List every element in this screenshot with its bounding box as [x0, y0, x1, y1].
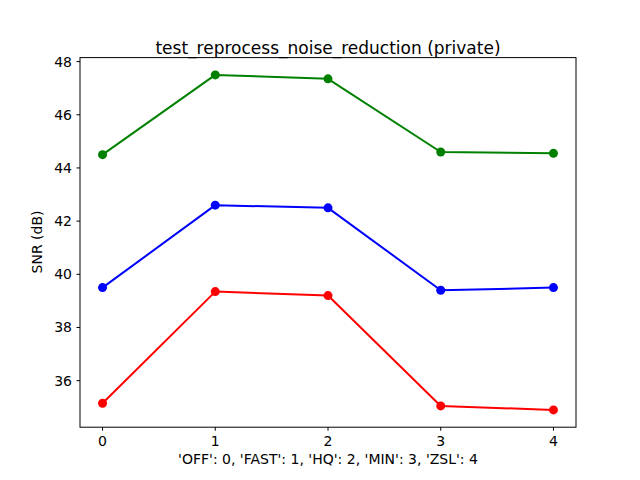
chart-title: test_reprocess_noise_reduction (private) — [80, 39, 576, 58]
blue-series-marker — [549, 283, 558, 292]
red-series-marker — [549, 405, 558, 414]
x-tick-label: 1 — [195, 434, 235, 448]
green-series-marker — [211, 70, 220, 79]
red-series-marker — [324, 291, 333, 300]
y-tick-label: 46 — [0, 108, 72, 122]
y-tick-label: 44 — [0, 161, 72, 175]
red-series-marker — [211, 287, 220, 296]
figure: test_reprocess_noise_reduction (private)… — [0, 0, 640, 480]
red-series-line — [103, 292, 554, 410]
green-series-marker — [436, 147, 445, 156]
x-tick-label: 4 — [533, 434, 573, 448]
blue-series-marker — [436, 286, 445, 295]
blue-series-line — [103, 205, 554, 290]
y-tick-label: 42 — [0, 214, 72, 228]
x-axis-label: 'OFF': 0, 'FAST': 1, 'HQ': 2, 'MIN': 3, … — [80, 452, 576, 466]
red-series-marker — [98, 399, 107, 408]
green-series-marker — [98, 150, 107, 159]
blue-series-marker — [324, 203, 333, 212]
red-series-marker — [436, 401, 445, 410]
y-tick-label: 40 — [0, 267, 72, 281]
green-series-line — [103, 75, 554, 155]
green-series-marker — [324, 74, 333, 83]
x-tick-label: 3 — [421, 434, 461, 448]
green-series-marker — [549, 149, 558, 158]
x-tick-label: 2 — [308, 434, 348, 448]
x-tick-label: 0 — [83, 434, 123, 448]
plot-canvas — [0, 0, 640, 480]
y-tick-label: 38 — [0, 320, 72, 334]
blue-series-marker — [98, 283, 107, 292]
axes-frame — [80, 58, 576, 428]
y-tick-label: 48 — [0, 55, 72, 69]
blue-series-marker — [211, 201, 220, 210]
y-tick-label: 36 — [0, 374, 72, 388]
